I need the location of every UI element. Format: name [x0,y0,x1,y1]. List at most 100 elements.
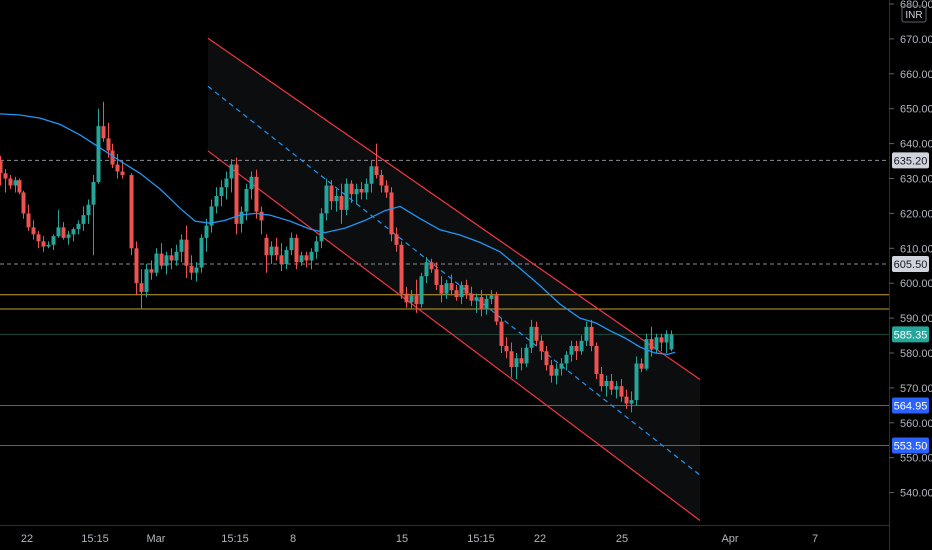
candle-body [254,176,259,212]
time-tick-label: 22 [534,533,546,545]
candle [309,248,314,270]
candle [8,175,13,189]
trend-channel[interactable] [207,37,701,521]
candle [46,241,51,249]
candle [26,204,31,231]
price-badge-box [892,152,929,169]
currency-label[interactable]: INR [901,5,927,23]
candle-body [504,346,509,352]
candle [304,251,309,268]
candle [224,171,229,200]
plot-area[interactable] [0,37,889,521]
candle [594,342,599,380]
candle-body [659,337,664,343]
candle [36,230,41,249]
candle [639,358,644,373]
candle [339,183,344,224]
candle-body [120,171,125,176]
candle-body [56,227,61,237]
candle-body [21,192,26,214]
candle-body [86,204,91,216]
candle [404,286,409,308]
candle [369,161,374,193]
price-tick-label: 560.00 [900,418,932,430]
candle-body [115,164,120,172]
candle-body [259,211,264,221]
candle [474,293,479,313]
candle-body [110,150,115,165]
price-tick-label: 650.00 [900,104,932,116]
candle [659,333,664,352]
candle-body [284,250,289,265]
candle-body [269,246,274,256]
price-badge: 585.35 [892,326,929,343]
candle-body [374,166,379,176]
candle-body [314,241,319,252]
candle-body [0,161,3,174]
candle [449,274,454,296]
candle [584,321,589,347]
candle [549,359,554,383]
candle-body [46,244,51,247]
candle-body [174,251,179,261]
price-badge-box [892,397,929,414]
candle-body [479,297,484,310]
candle [664,330,669,353]
price-tick-label: 580.00 [900,348,932,360]
candle-body [364,183,369,193]
candle-body [484,298,489,310]
candle [559,358,564,376]
time-tick-label: 8 [290,533,296,545]
candle-body [334,195,339,202]
price-lines [0,159,889,446]
candle [514,353,519,380]
candle-body [244,188,249,212]
candle [184,225,189,278]
candle-body [569,346,574,355]
candle [554,363,559,385]
candle-body [494,295,499,322]
candle [174,244,179,266]
candle [279,243,284,271]
candle [164,251,169,275]
candle [459,281,464,305]
candle [619,379,624,402]
candle [3,169,8,193]
candle-body [459,284,464,298]
candle [579,335,584,355]
candle-body [549,365,554,376]
price-tick-label: 540.00 [900,488,932,500]
candle [519,347,524,371]
candle [204,218,209,252]
candle-body [31,227,36,235]
candle-body [394,234,399,245]
candle [229,159,234,193]
candle [234,157,239,235]
candle [414,279,419,313]
candle [139,269,144,310]
candle-body [41,241,46,247]
candle-body [129,175,134,249]
candle-body [304,255,309,261]
candle-body [649,339,654,350]
price-badge: 553.50 [892,437,929,454]
candle-body [669,334,674,350]
candle [144,264,149,298]
time-axis[interactable]: 22 15:15 Mar 15:15 8 15 15:15 22 25 Apr 7 [21,533,818,545]
candle-body [51,236,56,245]
candle-body [599,373,604,387]
candle [424,257,429,284]
candle-body [584,326,589,341]
currency-badge-frame [901,5,927,23]
candle-body [524,347,529,364]
candle-body [574,346,579,352]
candle [344,178,349,216]
time-tick-label: 7 [812,533,818,545]
candle-body [194,267,199,273]
candle [254,169,259,219]
candle-body [349,183,354,195]
candle [629,391,634,413]
candle [589,319,594,352]
time-tick-label: Mar [147,533,166,545]
